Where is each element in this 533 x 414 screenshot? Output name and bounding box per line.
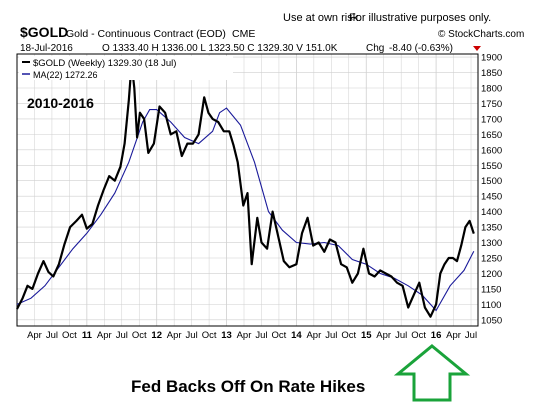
- y-tick-label: 1150: [481, 284, 501, 295]
- illustrative-text: For illustrative purposes only.: [349, 12, 491, 24]
- period-label: 2010-2016: [27, 95, 94, 111]
- y-tick-label: 1600: [481, 145, 502, 156]
- y-tick-label: 1400: [481, 207, 502, 218]
- x-tick-label: 12: [151, 330, 162, 341]
- x-tick-label: Jul: [116, 330, 128, 341]
- x-tick-label: Jul: [46, 330, 58, 341]
- y-tick-label: 1350: [481, 223, 502, 234]
- y-tick-label: 1500: [481, 176, 502, 187]
- x-tick-label: Apr: [237, 330, 252, 341]
- y-tick-label: 1050: [481, 315, 502, 326]
- symbol-title: $GOLD: [20, 24, 68, 40]
- y-tick-label: 1200: [481, 269, 502, 280]
- disclaimer-text: Use at own risk.: [283, 12, 361, 24]
- up-arrow-icon: [393, 344, 471, 402]
- exchange-label: CME: [232, 28, 255, 40]
- x-tick-label: Oct: [202, 330, 217, 341]
- change-value: -8.40 (-0.63%): [389, 43, 453, 54]
- ohlc-readout: O 1333.40 H 1336.00 L 1323.50 C 1329.30 …: [102, 43, 338, 54]
- x-tick-label: Apr: [446, 330, 461, 341]
- x-tick-label: Jul: [255, 330, 267, 341]
- y-tick-label: 1550: [481, 161, 502, 172]
- y-tick-label: 1700: [481, 114, 502, 125]
- y-tick-label: 1450: [481, 192, 502, 203]
- grid-lines: [17, 54, 478, 326]
- x-tick-label: Oct: [272, 330, 287, 341]
- change-label: Chg: [366, 43, 384, 54]
- x-tick-label: Apr: [167, 330, 182, 341]
- caption-text: Fed Backs Off On Rate Hikes: [131, 377, 365, 396]
- y-tick-label: 1750: [481, 99, 502, 110]
- x-axis-ticks: Apr Jul Oct 11 Apr Jul Oct 12 Apr Jul Oct 13 Apr Jul O…: [27, 330, 477, 341]
- x-tick-label: Oct: [341, 330, 356, 341]
- x-tick-label: Oct: [132, 330, 147, 341]
- date-label: 18-Jul-2016: [20, 43, 73, 54]
- x-tick-label: 11: [82, 330, 93, 341]
- legend-ma-label: MA(22) 1272.26: [33, 70, 98, 80]
- y-tick-label: 1300: [481, 238, 502, 249]
- x-tick-label: Apr: [97, 330, 112, 341]
- x-tick-label: Jul: [186, 330, 198, 341]
- x-tick-label: Apr: [306, 330, 321, 341]
- y-tick-label: 1800: [481, 84, 502, 95]
- y-tick-label: 1250: [481, 254, 502, 265]
- y-tick-label: 1850: [481, 68, 502, 79]
- instrument-title: Gold - Continuous Contract (EOD): [66, 28, 226, 40]
- x-tick-label: Apr: [27, 330, 42, 341]
- y-tick-label: 1900: [481, 53, 502, 64]
- y-tick-label: 1650: [481, 130, 502, 141]
- ma-22-line: [16, 107, 475, 312]
- x-tick-label: Jul: [395, 330, 407, 341]
- x-tick-label: 14: [291, 330, 302, 341]
- legend-price-label: $GOLD (Weekly) 1329.30 (18 Jul): [33, 58, 176, 69]
- stockcharts-watermark: © StockCharts.com: [438, 29, 524, 40]
- y-tick-label: 1100: [481, 300, 501, 311]
- x-tick-label: Oct: [411, 330, 426, 341]
- x-tick-label: Jul: [325, 330, 337, 341]
- x-tick-label: 15: [361, 330, 372, 341]
- x-tick-label: Jul: [465, 330, 477, 341]
- y-axis-ticks: 1050 1100 1150 1200 1250 1300 1350 1400 1450 1500…: [481, 53, 502, 327]
- x-tick-label: 13: [221, 330, 232, 341]
- legend-box: [19, 56, 233, 80]
- x-tick-label: 16: [431, 330, 442, 341]
- plot-frame: [16, 53, 479, 327]
- x-tick-label: Oct: [62, 330, 77, 341]
- down-arrow-icon: [473, 46, 481, 51]
- x-tick-label: Apr: [376, 330, 391, 341]
- gold-price-line: [16, 62, 475, 318]
